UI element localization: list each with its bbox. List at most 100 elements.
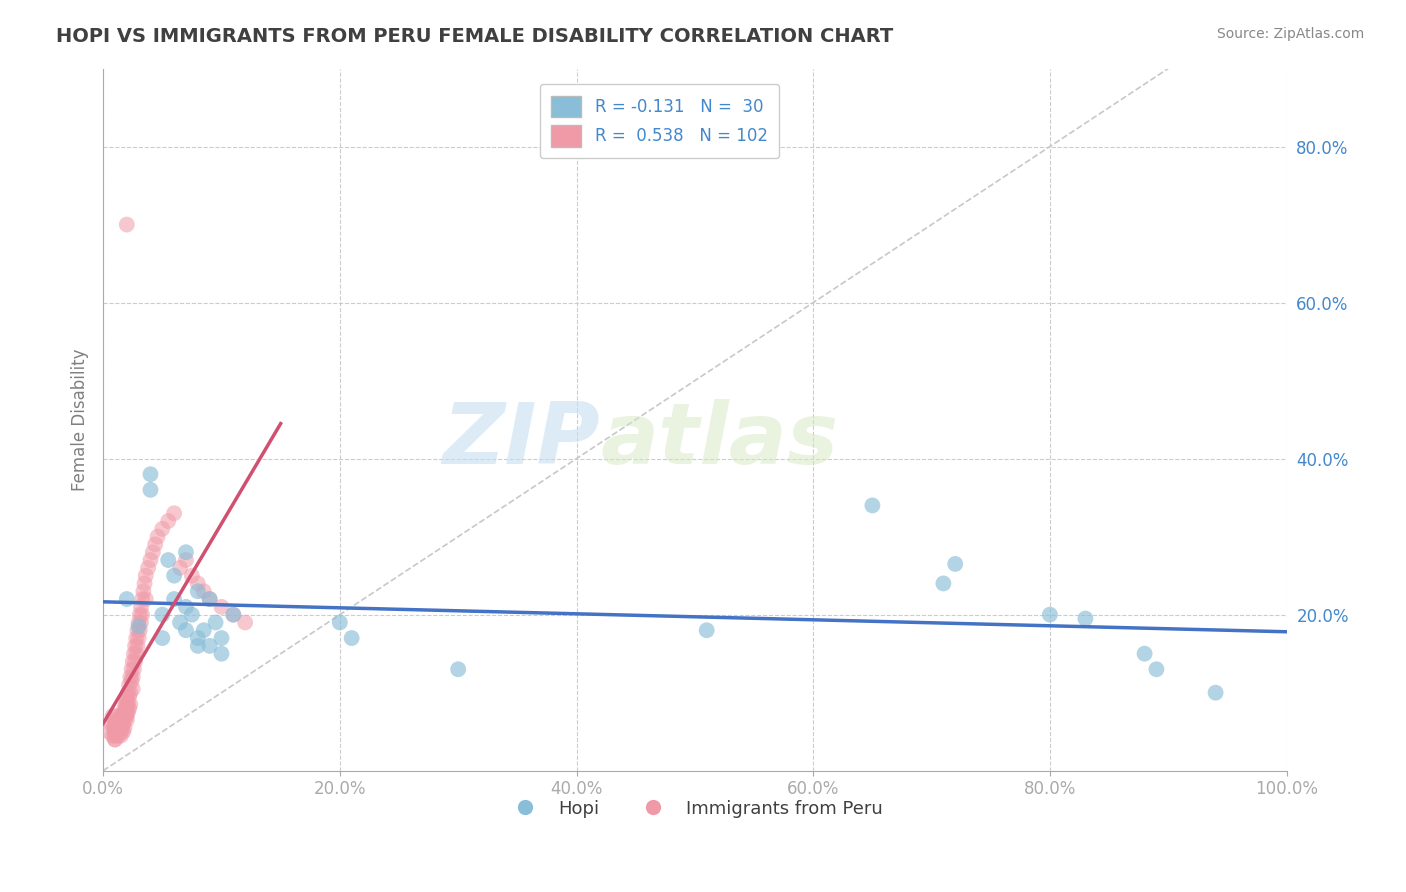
Point (118, 701, 141, 715)
Point (696, 624, 718, 638)
Point (204, 615, 226, 630)
Point (103, 721, 125, 735)
Point (104, 721, 127, 735)
Text: HOPI VS IMMIGRANTS FROM PERU FEMALE DISABILITY CORRELATION CHART: HOPI VS IMMIGRANTS FROM PERU FEMALE DISA… (56, 27, 893, 45)
Point (329, 615, 352, 630)
Point (104, 729, 127, 743)
Text: Source: ZipAtlas.com: Source: ZipAtlas.com (1216, 27, 1364, 41)
Point (114, 701, 136, 715)
Point (180, 568, 202, 582)
Point (111, 709, 134, 723)
Point (104, 732, 127, 747)
Point (150, 607, 173, 622)
Y-axis label: Female Disability: Female Disability (72, 349, 89, 491)
Point (120, 686, 142, 700)
Point (122, 647, 145, 661)
Point (118, 690, 141, 704)
Point (121, 673, 143, 688)
Point (101, 709, 124, 723)
Point (193, 584, 215, 599)
Point (128, 619, 150, 633)
Point (110, 729, 132, 743)
Point (943, 557, 966, 571)
Point (115, 701, 138, 715)
Point (108, 721, 131, 735)
Point (1205, 686, 1227, 700)
Point (198, 592, 221, 607)
Point (117, 698, 139, 712)
Point (187, 576, 209, 591)
Point (114, 709, 136, 723)
Point (115, 218, 138, 232)
Point (127, 639, 149, 653)
Point (105, 724, 128, 739)
Point (135, 592, 157, 607)
Point (115, 713, 138, 727)
Point (115, 592, 138, 607)
Point (122, 662, 145, 676)
Point (114, 709, 136, 723)
Point (131, 607, 153, 622)
Point (174, 624, 197, 638)
Point (174, 553, 197, 567)
Point (447, 662, 470, 676)
Point (150, 631, 173, 645)
Point (104, 713, 127, 727)
Text: ZIP: ZIP (443, 400, 600, 483)
Point (110, 713, 132, 727)
Point (121, 681, 143, 696)
Point (193, 624, 215, 638)
Point (135, 568, 157, 582)
Point (125, 631, 148, 645)
Point (111, 721, 134, 735)
Point (1133, 647, 1156, 661)
Point (211, 631, 233, 645)
Point (111, 713, 134, 727)
Point (121, 655, 143, 669)
Point (142, 545, 165, 559)
Point (115, 709, 138, 723)
Point (104, 717, 127, 731)
Point (860, 499, 883, 513)
Point (121, 670, 143, 684)
Point (1074, 611, 1097, 625)
Point (114, 698, 136, 712)
Point (128, 607, 150, 622)
Point (112, 724, 135, 739)
Point (115, 705, 138, 719)
Point (222, 607, 245, 622)
Point (98, 724, 121, 739)
Point (169, 561, 191, 575)
Point (121, 662, 143, 676)
Point (101, 729, 124, 743)
Point (150, 522, 173, 536)
Point (1039, 607, 1062, 622)
Point (198, 592, 221, 607)
Point (114, 721, 136, 735)
Point (187, 631, 209, 645)
Point (104, 729, 127, 743)
Point (932, 576, 955, 591)
Point (163, 592, 186, 607)
Point (136, 561, 159, 575)
Point (211, 647, 233, 661)
Point (117, 686, 139, 700)
Point (1144, 662, 1167, 676)
Point (114, 713, 136, 727)
Point (110, 717, 132, 731)
Point (108, 717, 131, 731)
Point (112, 705, 135, 719)
Point (163, 506, 186, 520)
Point (340, 631, 363, 645)
Point (211, 599, 233, 614)
Point (124, 655, 146, 669)
Point (110, 709, 132, 723)
Point (100, 717, 122, 731)
Point (105, 717, 128, 731)
Point (117, 705, 139, 719)
Point (105, 709, 128, 723)
Point (128, 624, 150, 638)
Point (174, 545, 197, 559)
Point (139, 553, 162, 567)
Point (143, 537, 166, 551)
